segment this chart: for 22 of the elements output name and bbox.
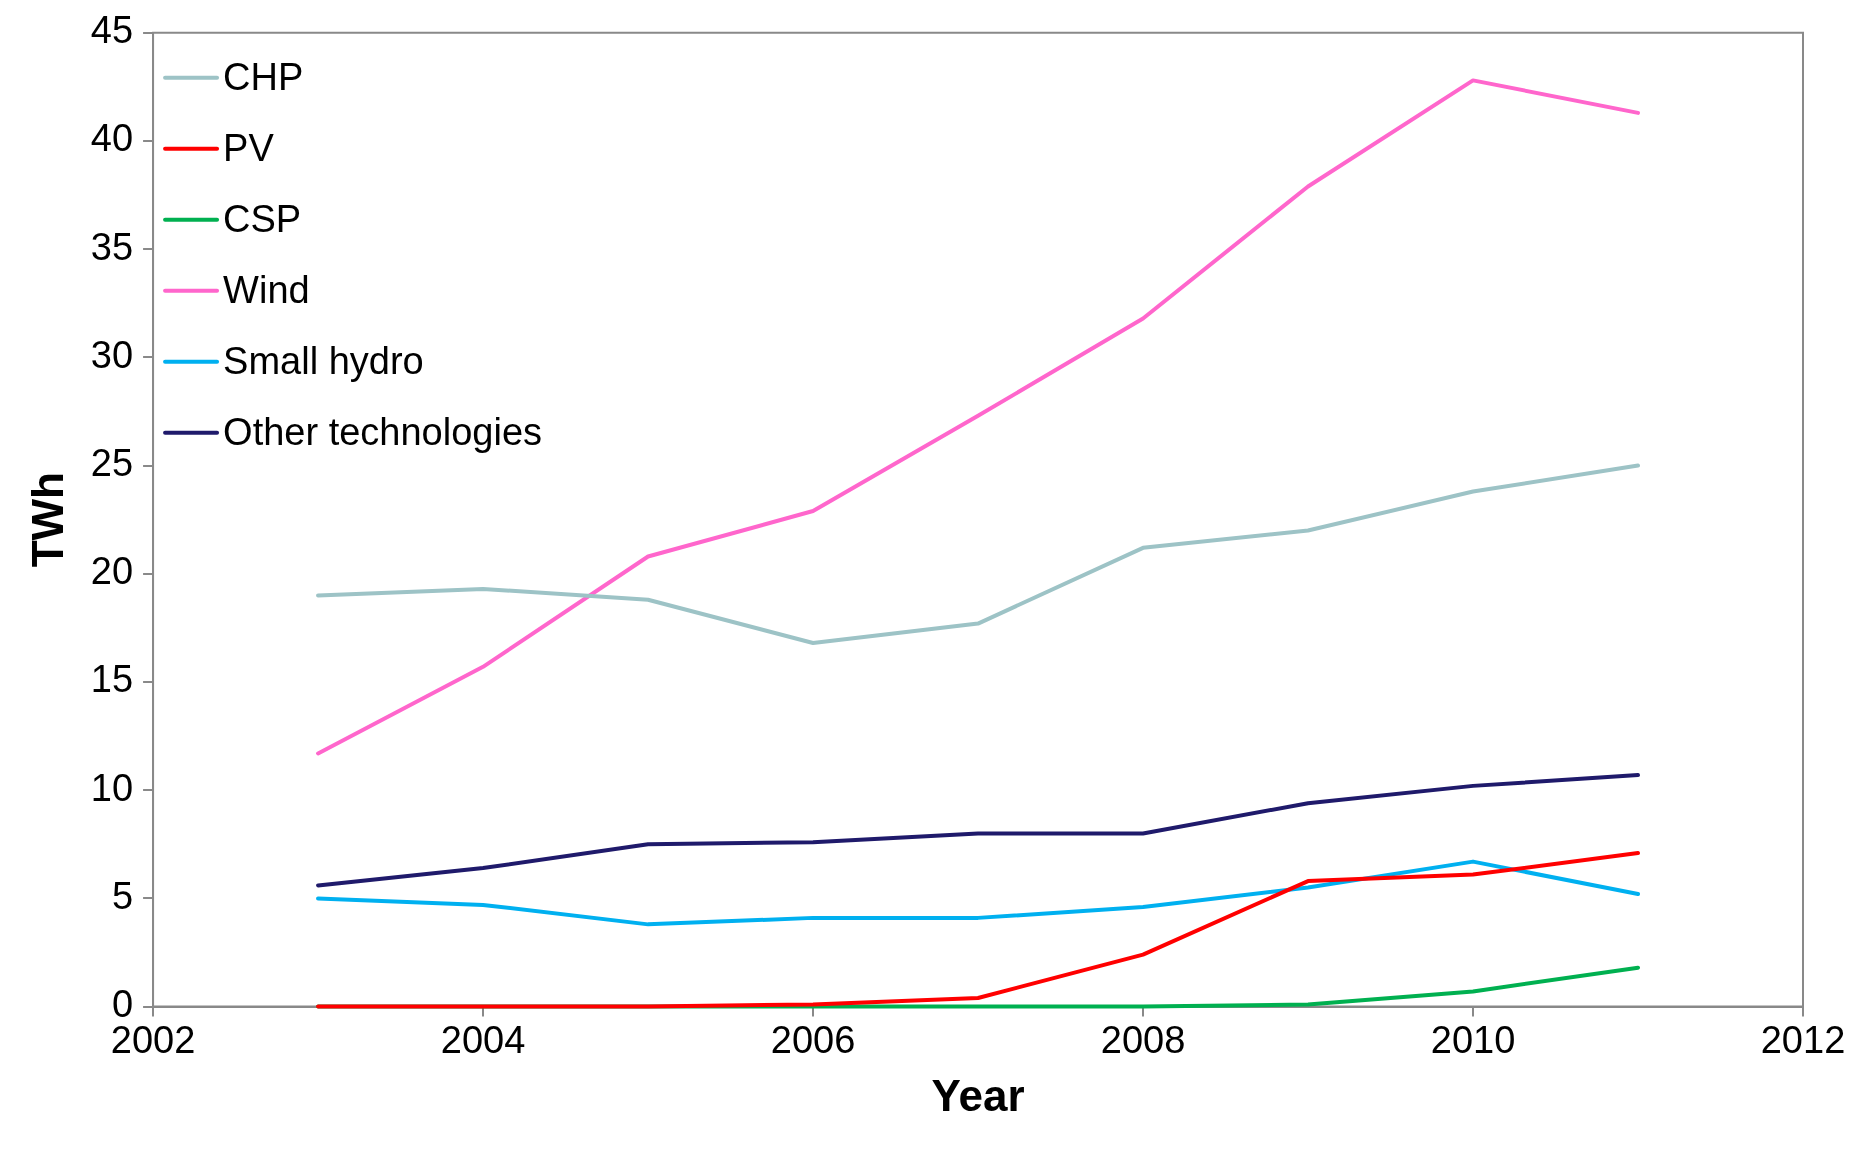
x-tick-label: 2012 <box>1760 1018 1846 1061</box>
x-tick-label: 2010 <box>1430 1018 1516 1061</box>
legend-label: PV <box>223 127 275 170</box>
y-tick-label: 30 <box>90 333 134 376</box>
y-tick-label: 35 <box>90 225 134 268</box>
x-axis-title: Year <box>931 1070 1025 1120</box>
y-tick-label: 45 <box>90 9 134 52</box>
x-tick-label: 2006 <box>770 1018 856 1061</box>
y-tick-label: 15 <box>90 658 134 701</box>
y-axis-title: TWh <box>22 472 72 568</box>
y-tick-label: 25 <box>90 442 134 485</box>
legend-label: Wind <box>223 269 310 312</box>
legend-label: CHP <box>223 56 304 99</box>
y-tick-label: 10 <box>90 766 134 809</box>
x-tick-label: 2004 <box>440 1018 526 1061</box>
legend-label: Other technologies <box>223 411 543 454</box>
y-tick-label: 20 <box>90 550 134 593</box>
y-tick-label: 5 <box>111 874 134 917</box>
x-tick-label: 2008 <box>1100 1018 1186 1061</box>
y-tick-label: 40 <box>90 117 134 160</box>
legend-label: CSP <box>223 198 302 241</box>
legend-label: Small hydro <box>223 340 424 383</box>
